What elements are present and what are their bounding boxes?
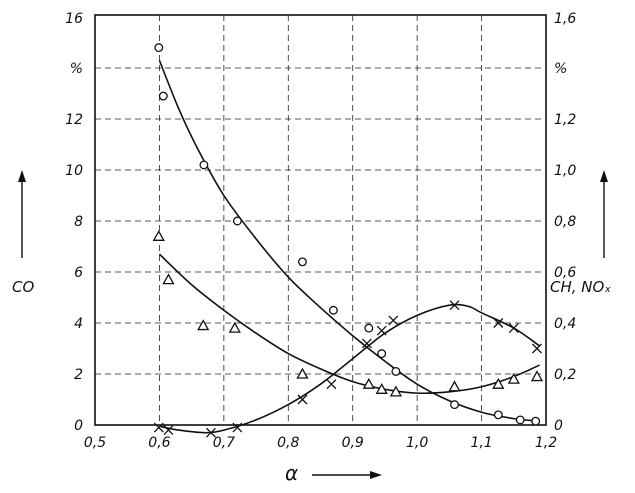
cross-data-point — [297, 394, 308, 405]
cross-data-point — [326, 379, 337, 390]
cross-data-point — [508, 323, 519, 334]
left-tick-label: 2 — [74, 367, 83, 383]
x-tick-label: 1,1 — [470, 435, 492, 451]
triangle-data-point — [362, 377, 375, 389]
circle-data-point — [298, 257, 307, 267]
triangle-data-point — [530, 370, 544, 382]
circle-series-curve — [158, 60, 540, 422]
cross-data-point — [206, 427, 216, 438]
x-tick-label: 1,2 — [535, 435, 557, 451]
left-tick-label: 10 — [65, 163, 83, 179]
x-tick-label: 0,9 — [342, 435, 364, 451]
cross-data-point — [532, 343, 542, 354]
circle-data-point — [391, 367, 401, 376]
left-tick-label: 16 — [65, 11, 83, 27]
left-unit-label: % — [70, 61, 83, 77]
right-tick-label: 0,2 — [554, 367, 576, 383]
circle-data-point — [154, 43, 164, 53]
triangle-data-point — [492, 377, 505, 389]
left-tick-label: 4 — [74, 316, 83, 332]
triangle-data-point — [228, 321, 241, 333]
cross-data-point — [449, 300, 460, 311]
circle-data-point — [158, 91, 168, 101]
x-tick-label: 0,6 — [148, 435, 170, 451]
right-tick-label: 1,2 — [554, 112, 576, 128]
cross-data-point — [163, 425, 174, 436]
plot-frame — [94, 14, 547, 426]
right-tick-label: 1,6 — [554, 11, 576, 27]
left-tick-label: 8 — [74, 214, 83, 230]
right-tick-label: 0 — [554, 418, 563, 434]
triangle-data-point — [507, 372, 520, 384]
triangle-data-point — [448, 380, 461, 392]
x-axis-title: α — [285, 461, 298, 485]
triangle-series-curve — [158, 253, 540, 395]
right-unit-label: % — [554, 61, 567, 77]
triangle-data-point — [152, 229, 165, 241]
circle-data-point — [515, 415, 525, 425]
x-tick-label: 0,8 — [277, 435, 299, 451]
right-tick-label: 0,6 — [554, 265, 576, 281]
circle-data-point — [531, 416, 541, 426]
left-axis-title: CO — [12, 278, 34, 296]
x-tick-label: 0,7 — [213, 435, 235, 451]
triangle-data-point — [296, 367, 309, 379]
left-tick-label: 0 — [74, 418, 83, 434]
left-tick-label: 12 — [65, 112, 83, 128]
circle-data-point — [377, 349, 387, 359]
cross-data-point — [493, 318, 504, 328]
left-tick-label: 6 — [74, 265, 83, 281]
triangle-data-point — [197, 319, 210, 331]
right-axis-title: CH, NOₓ — [550, 278, 611, 296]
circle-data-point — [450, 400, 459, 410]
grid-lines — [95, 15, 546, 425]
cross-data-point — [361, 338, 372, 349]
circle-data-point — [199, 160, 209, 170]
x-axis-arrowhead-icon — [370, 471, 382, 479]
right-tick-label: 0,8 — [554, 214, 576, 230]
triangle-data-point — [375, 382, 388, 394]
x-tick-label: 1,0 — [406, 435, 428, 451]
tick-labels: 0,5 0,6 0,7 0,8 0,9 1,0 1,1 1,20 02 0,24 0,46 0,68 0… — [65, 11, 576, 451]
right-tick-label: 1,0 — [554, 163, 576, 179]
fitted-curves — [158, 60, 541, 434]
circle-data-point — [364, 323, 374, 333]
circle-data-point — [328, 305, 338, 315]
circle-data-point — [493, 410, 503, 420]
right-tick-label: 0,4 — [554, 316, 576, 332]
cross-series-curve — [159, 303, 541, 434]
cross-data-point — [388, 315, 399, 326]
left-axis-arrowhead-icon — [18, 170, 26, 182]
cross-data-point — [153, 422, 164, 433]
data-markers — [152, 43, 544, 438]
right-axis-arrowhead-icon — [600, 170, 608, 182]
circle-data-point — [232, 216, 242, 226]
cross-data-point — [376, 325, 387, 336]
x-tick-label: 0,5 — [84, 435, 106, 451]
triangle-data-point — [162, 273, 175, 285]
cross-data-point — [232, 422, 243, 433]
triangle-data-point — [389, 385, 402, 397]
